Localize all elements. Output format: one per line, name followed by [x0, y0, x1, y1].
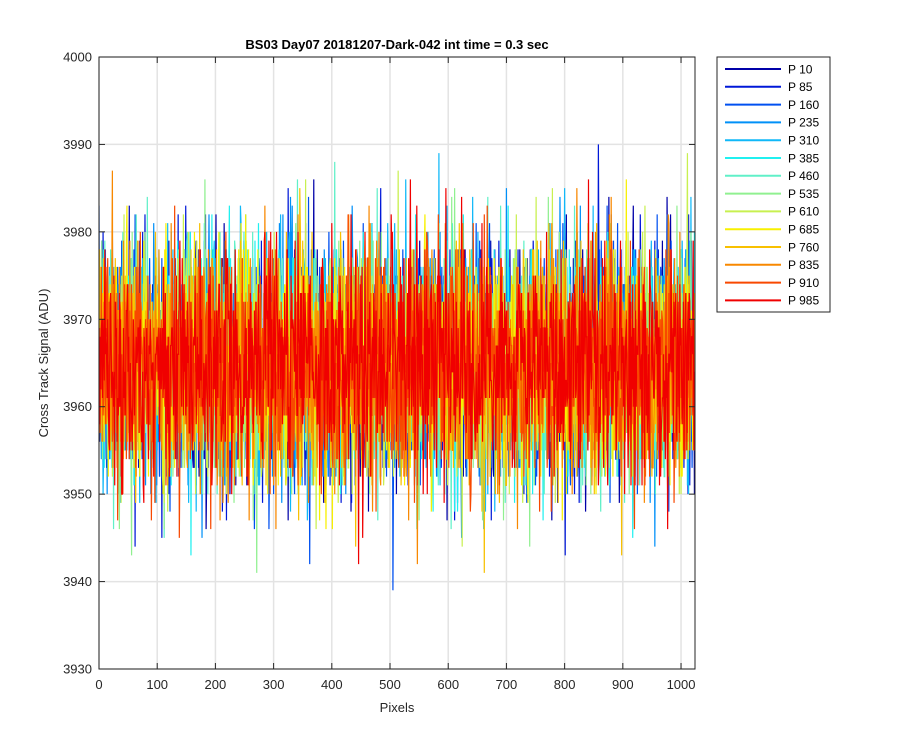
x-tick-label: 900 — [612, 677, 634, 692]
x-tick-label: 600 — [437, 677, 459, 692]
x-tick-label: 700 — [496, 677, 518, 692]
axes-box — [98, 56, 696, 670]
x-tick-label: 200 — [205, 677, 227, 692]
legend-label: P 985 — [788, 294, 819, 308]
x-tick-label: 300 — [263, 677, 285, 692]
y-tick-label: 3960 — [63, 399, 92, 414]
legend-label: P 760 — [788, 240, 819, 254]
legend-label: P 310 — [788, 134, 819, 148]
legend-label: P 835 — [788, 258, 819, 272]
legend-label: P 535 — [788, 187, 819, 201]
x-tick-labels: 0 100 200 300 400 500 600 700 800 900 1000 — [95, 677, 695, 692]
legend-label: P 160 — [788, 98, 819, 112]
y-tick-labels: 3930 3940 3950 3960 3970 3980 3990 4000 — [63, 50, 92, 677]
legend-box — [716, 56, 831, 313]
legend-label: P 10 — [788, 62, 813, 76]
x-axis-label: Pixels — [380, 700, 415, 715]
x-tick-label: 0 — [95, 677, 102, 692]
y-tick-label: 3990 — [63, 137, 92, 152]
y-tick-label: 3930 — [63, 662, 92, 677]
legend-label: P 910 — [788, 276, 819, 290]
x-tick-label: 800 — [554, 677, 576, 692]
x-tick-label: 500 — [379, 677, 401, 692]
series-layer — [99, 144, 695, 591]
legend-label: P 85 — [788, 80, 813, 94]
x-tick-label: 100 — [146, 677, 168, 692]
legend-label: P 460 — [788, 169, 819, 183]
series-line-p985 — [99, 179, 695, 565]
plot-area: 0 100 200 300 400 500 600 700 800 900 1000 3930 394… — [63, 50, 696, 692]
y-tick-label: 3940 — [63, 574, 92, 589]
y-tick-label: 3970 — [63, 312, 92, 327]
x-tick-label: 400 — [321, 677, 343, 692]
legend-label: P 685 — [788, 223, 819, 237]
legend: P 10 P 85 P 160 P 235 P 310 P 385 P 460 P 535 P … — [716, 56, 831, 313]
legend-items: P 10 P 85 P 160 P 235 P 310 P 385 P 460 P 535 P … — [725, 62, 819, 308]
legend-label: P 385 — [788, 151, 819, 165]
y-tick-label: 4000 — [63, 50, 92, 65]
y-tick-label: 3950 — [63, 487, 92, 502]
y-tick-label: 3980 — [63, 224, 92, 239]
tick-marks — [98, 56, 695, 670]
x-tick-label: 1000 — [667, 677, 696, 692]
y-axis-label: Cross Track Signal (ADU) — [36, 289, 51, 438]
legend-label: P 610 — [788, 205, 819, 219]
legend-label: P 235 — [788, 116, 819, 130]
chart-title: BS03 Day07 20181207-Dark-042 int time = … — [245, 37, 548, 52]
